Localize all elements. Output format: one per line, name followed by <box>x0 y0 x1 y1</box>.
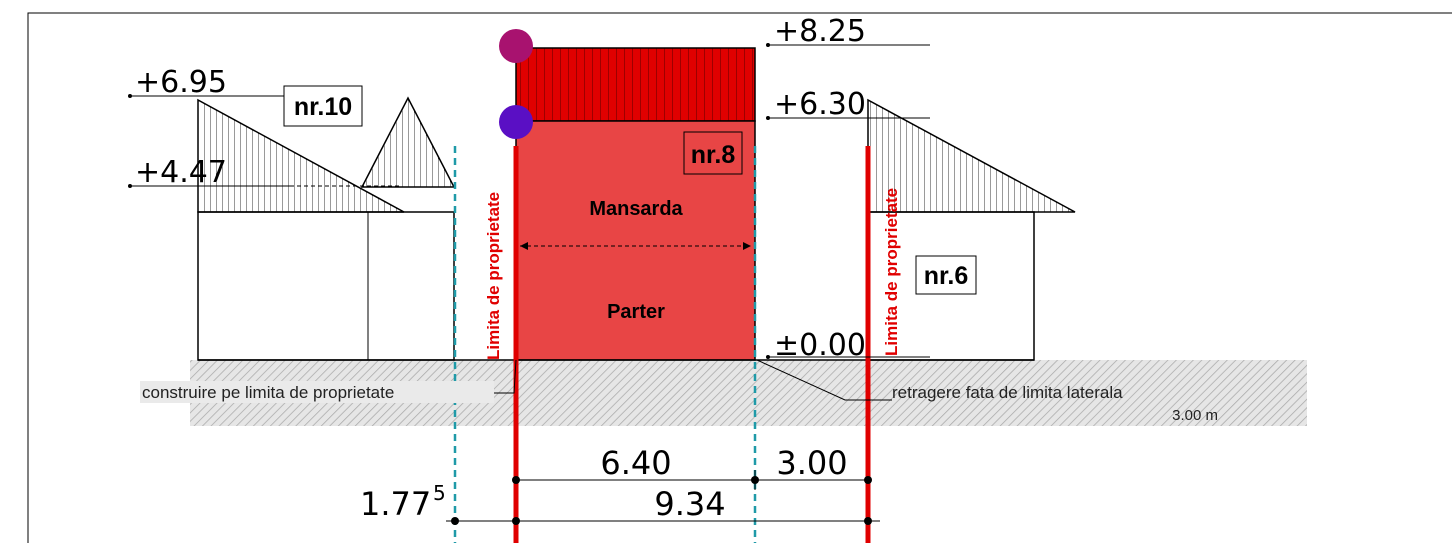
label-nr8: nr.8 <box>683 131 743 175</box>
level-label-ground: ±0.00 <box>774 328 866 363</box>
house-nr6 <box>867 98 1076 361</box>
dim-left-offset-sup: 5 <box>433 481 446 505</box>
house-nr10 <box>197 96 456 361</box>
floor-label-parter: Parter <box>607 301 665 323</box>
label-nr8-text: nr.8 <box>691 141 736 169</box>
level-ridge-main: +8.25 <box>766 14 930 49</box>
level-eave-main: +6.30 <box>766 87 930 122</box>
label-nr6: nr.6 <box>915 255 977 295</box>
dim-setback: 3.00 <box>776 444 847 482</box>
left-roof-small <box>360 96 456 188</box>
property-limit-label-left: Limita de proprietate <box>484 192 503 360</box>
main-body <box>515 120 756 361</box>
floor-label-mansarda: Mansarda <box>589 198 683 220</box>
dimension-row-2: 9.34 1.77 5 <box>360 481 880 525</box>
level-label-eave-left: +4.47 <box>135 155 227 190</box>
dimension-row-1: 6.40 3.00 <box>512 444 872 490</box>
note-right-value: 3.00 m <box>1172 407 1218 424</box>
level-label-ridge-main: +8.25 <box>774 14 866 49</box>
building-nr8 <box>515 47 756 361</box>
property-limit-label-right: Limita de proprietate <box>882 188 901 356</box>
note-right-text: retragere fata de limita laterala <box>892 383 1123 402</box>
left-roof-main <box>197 98 405 213</box>
level-eave-left: +4.47 <box>128 155 400 190</box>
label-nr6-text: nr.6 <box>924 262 968 290</box>
label-nr10: nr.10 <box>283 85 363 127</box>
marker-eave <box>499 105 533 139</box>
dim-total: 9.34 <box>654 485 725 523</box>
level-label-ridge-left: +6.95 <box>135 65 227 100</box>
level-ridge-left: +6.95 <box>128 65 290 100</box>
label-nr10-text: nr.10 <box>294 93 352 121</box>
dim-width-main: 6.40 <box>600 444 671 482</box>
level-ground: ±0.00 <box>766 328 930 363</box>
marker-ridge <box>499 29 533 63</box>
frame-border <box>27 12 1452 543</box>
note-right: retragere fata de limita laterala 3.00 m <box>756 359 1218 424</box>
note-left-text: construire pe limita de proprietate <box>142 383 394 402</box>
level-label-eave-main: +6.30 <box>774 87 866 122</box>
main-roof <box>515 47 756 122</box>
note-left: construire pe limita de proprietate <box>140 359 517 403</box>
dim-left-offset: 1.77 <box>360 485 431 523</box>
